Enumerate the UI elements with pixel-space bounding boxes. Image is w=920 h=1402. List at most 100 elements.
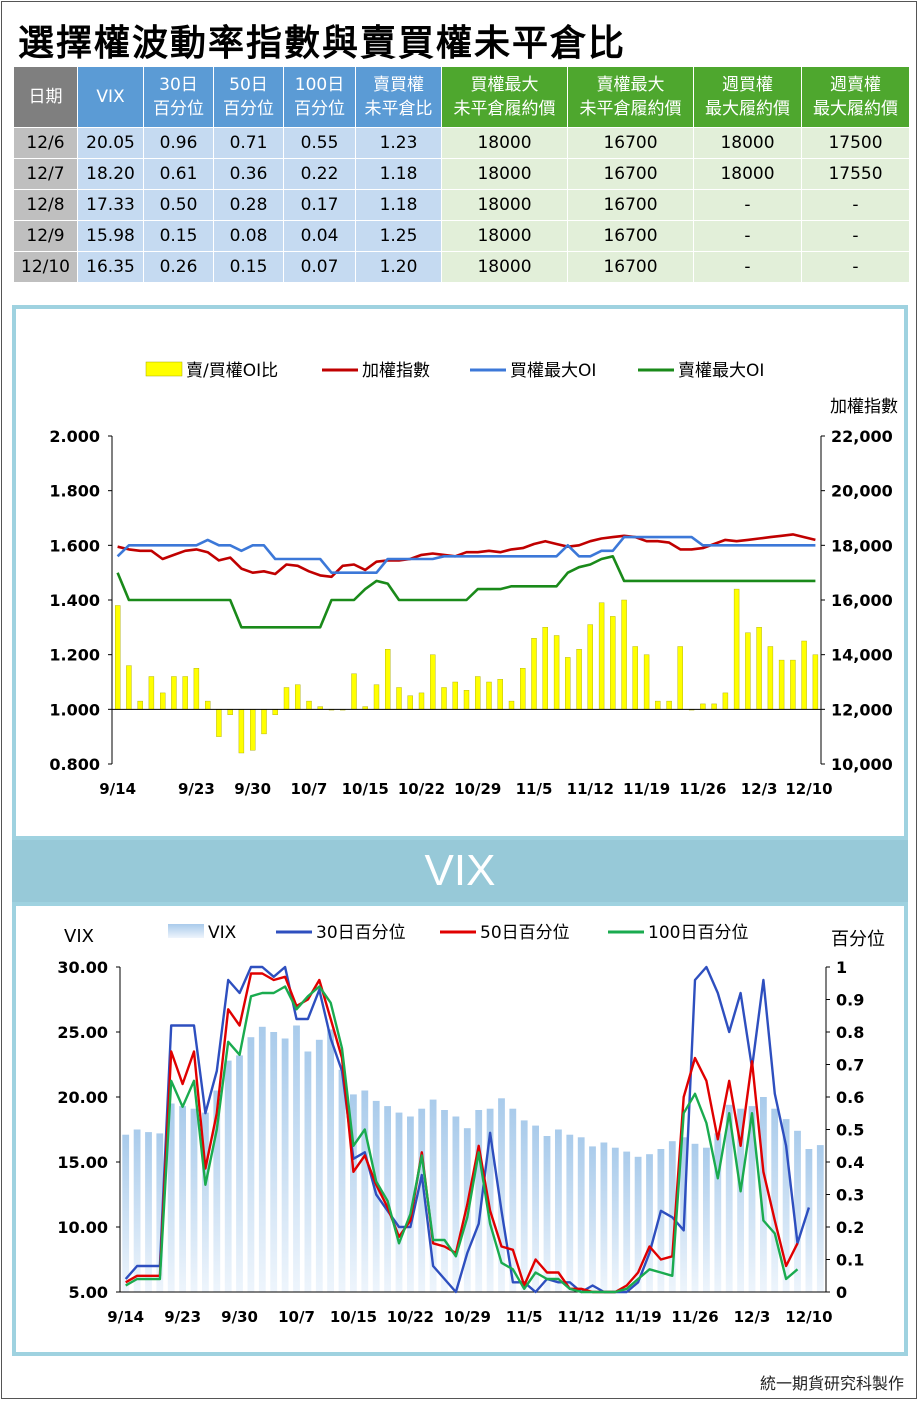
oi-left-tick-label: 1.200 bbox=[49, 646, 100, 665]
oi-legend-label: 買權最大OI bbox=[510, 361, 596, 381]
oi-bar bbox=[261, 709, 267, 735]
column-header-line2: 最大履約價 bbox=[813, 99, 898, 119]
vix-bar bbox=[771, 1108, 779, 1292]
oi-bar bbox=[227, 709, 233, 715]
oi-right-tick-label: 10,000 bbox=[831, 755, 893, 774]
column-header-line1: 50日 bbox=[229, 75, 268, 95]
oi-bar bbox=[475, 676, 481, 710]
vix-bar bbox=[258, 1026, 266, 1292]
oi-left-tick-label: 0.800 bbox=[49, 755, 100, 774]
table-cell: 0.17 bbox=[283, 189, 356, 221]
table-cell: 16700 bbox=[567, 189, 694, 221]
vix-bar bbox=[816, 1145, 824, 1292]
vix-bar bbox=[350, 1094, 357, 1292]
oi-bar bbox=[216, 709, 222, 737]
vix-left-axis-title: VIX bbox=[64, 926, 94, 947]
oi-left-tick-label: 1.600 bbox=[49, 536, 100, 555]
oi-bar bbox=[576, 649, 582, 710]
table-cell: 18000 bbox=[693, 158, 802, 190]
column-header-5: 賣買權 未平倉比 bbox=[355, 66, 442, 128]
oi-x-tick-label: 9/30 bbox=[234, 780, 271, 798]
oi-ratio-chart: 0.800 1.000 1.200 1.400 1.600 1.800 2.000 10,00… bbox=[49, 361, 898, 798]
oi-bar bbox=[114, 605, 121, 710]
vix-right-tick-label: 0.3 bbox=[836, 1186, 864, 1205]
vix-bar bbox=[213, 1090, 221, 1292]
table-cell: 1.25 bbox=[355, 220, 442, 252]
oi-right-tick-label: 16,000 bbox=[831, 591, 893, 610]
vix-bar bbox=[805, 1149, 813, 1292]
column-header-line1: 100日 bbox=[294, 75, 345, 95]
vix-bar bbox=[236, 1055, 243, 1292]
table-cell: 1.18 bbox=[355, 158, 442, 190]
oi-left-tick-label: 1.000 bbox=[49, 700, 100, 719]
vix-bar bbox=[327, 1029, 334, 1292]
table-row: 12/9 15.98 0.15 0.08 0.04 1.25 18000 16700- - bbox=[13, 220, 910, 252]
table-cell: - bbox=[693, 189, 802, 221]
oi-bar bbox=[430, 654, 436, 710]
vix-legend-label: 50日百分位 bbox=[480, 923, 570, 943]
oi-bar bbox=[778, 659, 785, 710]
oi-bar bbox=[598, 602, 605, 710]
table-cell: - bbox=[801, 189, 910, 221]
table-cell: 12/7 bbox=[13, 158, 78, 190]
vix-x-tick-label: 10/7 bbox=[278, 1308, 315, 1326]
vix-line-50日百分位 bbox=[125, 972, 799, 1294]
table-cell: 1.23 bbox=[355, 127, 442, 159]
column-header-0: 日期 bbox=[13, 66, 78, 128]
vix-left-tick-label: 5.00 bbox=[69, 1283, 108, 1302]
vix-right-tick-label: 0.1 bbox=[836, 1251, 864, 1270]
column-header-line2: 百分位 bbox=[223, 99, 274, 119]
oi-bar bbox=[677, 646, 683, 710]
vix-x-tick-label: 10/29 bbox=[444, 1308, 491, 1326]
oi-x-tick-label: 9/14 bbox=[99, 780, 136, 798]
vix-bar bbox=[407, 1116, 414, 1292]
vix-bar bbox=[452, 1116, 460, 1292]
oi-bar bbox=[295, 684, 301, 710]
vix-bar bbox=[737, 1108, 744, 1292]
table-cell: 12/8 bbox=[13, 189, 78, 221]
footer-credit: 統一期貨研究科製作 bbox=[759, 1374, 904, 1393]
oi-bar bbox=[801, 640, 807, 710]
table-row: 12/10 16.35 0.26 0.15 0.07 1.20 18000 16700- - bbox=[13, 251, 910, 283]
table-cell: 20.05 bbox=[77, 127, 144, 159]
vix-x-tick-label: 11/26 bbox=[671, 1308, 718, 1326]
oi-bar bbox=[351, 673, 357, 710]
oi-bar bbox=[610, 616, 616, 710]
vix-left-tick-label: 25.00 bbox=[57, 1023, 108, 1042]
oi-bar bbox=[463, 690, 470, 710]
oi-bar bbox=[171, 676, 177, 710]
column-header-line1: 週賣權 bbox=[830, 75, 881, 95]
vix-bar bbox=[691, 1143, 699, 1292]
table-header-row: 日期 VIX 30日 百分位 50日 百分位 100日 百分位 賣買權 未平倉比 買權最大 未平倉履約… bbox=[13, 66, 910, 128]
vix-right-tick-label: 0.7 bbox=[836, 1056, 864, 1075]
oi-bar bbox=[587, 624, 593, 710]
vix-bar bbox=[589, 1146, 596, 1292]
vix-bar bbox=[611, 1147, 619, 1292]
table-cell: 16700 bbox=[567, 220, 694, 252]
oi-x-tick-label: 12/3 bbox=[741, 780, 778, 798]
table-cell: 18000 bbox=[441, 220, 568, 252]
oi-x-tick-label: 10/22 bbox=[398, 780, 445, 798]
vix-line-30日百分位 bbox=[124, 965, 811, 1294]
oi-bar bbox=[238, 709, 245, 754]
oi-bar bbox=[542, 627, 548, 710]
oi-left-tick-label: 1.400 bbox=[49, 591, 100, 610]
vix-bar bbox=[782, 1119, 790, 1292]
vix-bar bbox=[463, 1128, 471, 1292]
vix-bar bbox=[133, 1129, 141, 1292]
oi-bar bbox=[666, 700, 672, 710]
oi-bar bbox=[193, 668, 200, 710]
vix-bar bbox=[179, 1106, 186, 1292]
column-header-line1: VIX bbox=[96, 87, 125, 107]
column-header-1: VIX bbox=[77, 66, 144, 128]
column-header-line2: 未平倉履約價 bbox=[579, 99, 682, 119]
oi-line-賣權最大OI bbox=[116, 555, 816, 629]
vix-left-tick-label: 10.00 bbox=[57, 1218, 108, 1237]
oi-bar bbox=[531, 638, 537, 710]
column-header-line1: 賣買權 bbox=[373, 75, 424, 95]
table-row: 12/6 20.05 0.96 0.71 0.55 1.23 18000 16700 18000… bbox=[13, 127, 910, 159]
table-cell: 0.26 bbox=[143, 251, 214, 283]
oi-bar bbox=[711, 703, 717, 710]
vix-bar bbox=[543, 1136, 551, 1292]
oi-bar bbox=[137, 700, 143, 710]
